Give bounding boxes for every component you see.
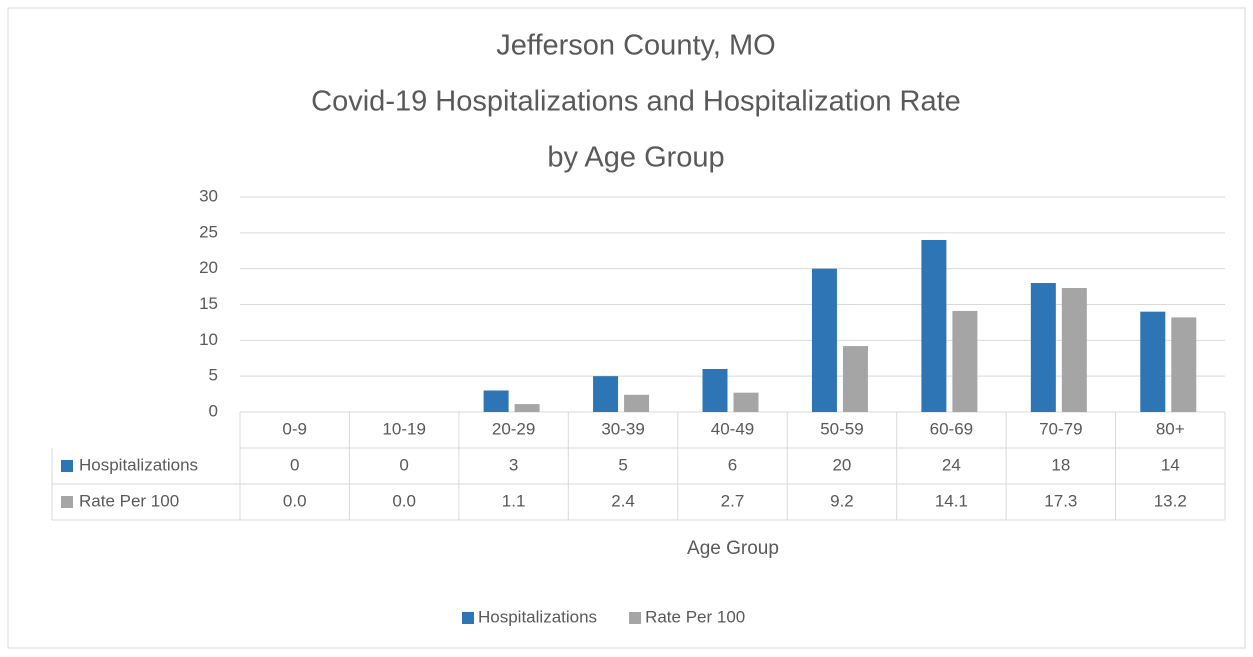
table-series-label: Rate Per 100 bbox=[79, 491, 179, 510]
y-tick-label: 20 bbox=[199, 258, 218, 277]
x-tick-label: 20-29 bbox=[492, 419, 535, 438]
chart-title: Jefferson County, MO bbox=[496, 30, 775, 62]
table-series-label: Hospitalizations bbox=[79, 455, 198, 474]
bar bbox=[1030, 283, 1056, 412]
x-axis-label: Age Group bbox=[687, 538, 779, 559]
bar bbox=[483, 390, 509, 412]
table-value: 14.1 bbox=[935, 491, 968, 510]
bar bbox=[921, 240, 947, 412]
bar bbox=[1140, 311, 1166, 412]
y-tick-label: 0 bbox=[209, 401, 218, 420]
table-value: 14 bbox=[1161, 455, 1180, 474]
table-value: 0.0 bbox=[283, 491, 307, 510]
bar bbox=[593, 376, 619, 412]
table-value: 24 bbox=[942, 455, 961, 474]
table-legend-key bbox=[61, 460, 73, 472]
bar bbox=[1171, 317, 1197, 412]
bar bbox=[733, 392, 759, 412]
x-tick-label: 0-9 bbox=[282, 419, 307, 438]
table-value: 1.1 bbox=[502, 491, 526, 510]
bar bbox=[702, 369, 728, 412]
x-tick-label: 40-49 bbox=[711, 419, 754, 438]
chart-title: Covid-19 Hospitalizations and Hospitaliz… bbox=[311, 86, 961, 118]
table-value: 5 bbox=[618, 455, 627, 474]
table-value: 13.2 bbox=[1154, 491, 1187, 510]
y-tick-label: 15 bbox=[199, 294, 218, 313]
legend-key bbox=[629, 612, 642, 624]
y-tick-label: 10 bbox=[199, 330, 218, 349]
x-tick-label: 50-59 bbox=[820, 419, 863, 438]
legend-key bbox=[462, 612, 474, 624]
table-value: 0.0 bbox=[392, 491, 416, 510]
x-tick-label: 60-69 bbox=[930, 419, 973, 438]
table-legend-key bbox=[61, 496, 73, 508]
legend-label: Rate Per 100 bbox=[645, 607, 745, 626]
bar bbox=[1061, 288, 1087, 412]
x-tick-label: 10-19 bbox=[382, 419, 425, 438]
table-value: 3 bbox=[509, 455, 518, 474]
table-value: 9.2 bbox=[830, 491, 854, 510]
bar bbox=[952, 310, 978, 412]
chart-title: by Age Group bbox=[547, 142, 724, 174]
bar bbox=[842, 346, 868, 412]
bar bbox=[514, 404, 540, 412]
table-value: 20 bbox=[832, 455, 851, 474]
table-value: 18 bbox=[1051, 455, 1070, 474]
table-value: 6 bbox=[728, 455, 737, 474]
legend-label: Hospitalizations bbox=[478, 607, 597, 626]
table-value: 2.7 bbox=[721, 491, 745, 510]
y-tick-label: 30 bbox=[199, 186, 218, 205]
x-tick-label: 80+ bbox=[1156, 419, 1185, 438]
x-tick-label: 70-79 bbox=[1039, 419, 1082, 438]
table-value: 17.3 bbox=[1044, 491, 1077, 510]
table-value: 0 bbox=[399, 455, 408, 474]
y-tick-label: 25 bbox=[199, 222, 218, 241]
bar bbox=[811, 268, 837, 412]
y-tick-label: 5 bbox=[209, 366, 218, 385]
table-value: 2.4 bbox=[611, 491, 635, 510]
x-tick-label: 30-39 bbox=[601, 419, 644, 438]
table-value: 0 bbox=[290, 455, 299, 474]
bar bbox=[624, 394, 650, 412]
